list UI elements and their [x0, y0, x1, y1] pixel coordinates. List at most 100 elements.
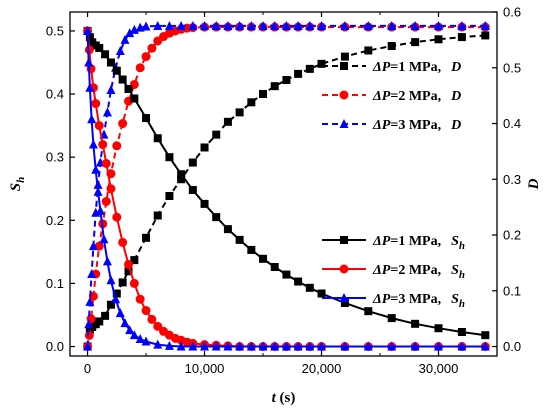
series-5-point	[115, 308, 125, 318]
series-0-point	[434, 35, 443, 44]
series-5-point	[281, 341, 291, 351]
series-0-point	[340, 52, 349, 61]
series-3-point	[259, 254, 268, 263]
series-2-point	[293, 20, 303, 30]
legend-marker	[340, 236, 348, 244]
series-5-point	[85, 82, 95, 92]
series-5-point	[106, 275, 116, 285]
series-5-point	[88, 139, 98, 149]
series-5-point	[363, 341, 373, 351]
series-4-point	[94, 121, 104, 131]
series-5-point	[111, 294, 121, 304]
series-1-point	[112, 141, 122, 151]
series-5-point	[95, 205, 105, 215]
series-0-point	[457, 33, 466, 42]
series-4-point	[141, 306, 151, 316]
series-3-point	[481, 331, 490, 340]
series-2-point	[281, 20, 291, 30]
series-0-point	[223, 117, 232, 126]
series-0	[83, 31, 490, 351]
series-3-point	[434, 324, 443, 333]
series-0-point	[259, 89, 268, 98]
legend-bottom-right: ΔP=1 MPa, Sh ΔP=2 MPa, Sh ΔP=3 MPa, Sh	[322, 234, 465, 310]
series-4-point	[118, 237, 128, 247]
series-5-point	[270, 341, 280, 351]
series-2-point	[200, 20, 210, 30]
legend-label: ΔP=3 MPa, D	[372, 118, 461, 133]
series-5-point	[258, 341, 268, 351]
series-0-point	[95, 317, 104, 326]
y-left-tick-label: 0.3	[46, 150, 64, 165]
series-2-point	[120, 34, 130, 44]
series-2-point	[305, 20, 315, 30]
series-3-point	[340, 298, 349, 307]
series-0-point	[200, 143, 209, 152]
series-2-point	[106, 85, 116, 95]
series-2-point	[88, 241, 98, 251]
legend-item: ΔP=1 MPa, D	[322, 60, 461, 75]
series-3-point	[188, 185, 197, 194]
series-3-point	[85, 33, 94, 42]
series-2-point	[246, 20, 256, 30]
y-right-tick-label: 0.1	[503, 283, 521, 298]
series-4-point	[98, 140, 108, 150]
series-5-point	[83, 25, 93, 35]
y-right-tick-label: 0.2	[503, 228, 521, 243]
series-5-point	[120, 318, 130, 328]
series-1-point	[118, 119, 128, 129]
series-3-point	[457, 328, 466, 337]
series-0-point	[142, 233, 151, 242]
series-2-point	[102, 107, 112, 117]
series-5-point	[87, 114, 97, 124]
series-0-point	[247, 98, 256, 107]
series-0-point	[294, 69, 303, 78]
legend-label: ΔP=3 MPa, Sh	[372, 292, 465, 310]
legend-item: ΔP=2 MPa, D	[322, 89, 461, 104]
x-axis-title-var: t	[272, 390, 277, 406]
series-4-point	[112, 212, 122, 222]
series-5-point	[305, 341, 315, 351]
series-5-point	[129, 330, 139, 340]
legend-label: ΔP=2 MPa, D	[372, 89, 461, 104]
series-2-point	[141, 21, 151, 31]
series-3-point	[364, 307, 373, 316]
series-2-point	[434, 20, 444, 30]
ticks-layer: 0 10,000 20,000 30,000 0.0 0.1 0.2 0.3 0.4 0.5 0.0…	[46, 5, 521, 377]
series-5-point	[135, 333, 145, 343]
series-0-point	[165, 191, 174, 200]
series-0-point	[270, 82, 279, 91]
series-0-point	[112, 289, 121, 298]
series-2-point	[87, 269, 97, 279]
series-4-point	[153, 321, 163, 331]
series-5-point	[176, 341, 186, 351]
series-2-point	[84, 319, 94, 329]
series-4-point	[129, 278, 139, 288]
y-left-tick-label: 0.1	[46, 276, 64, 291]
series-5-point	[235, 341, 245, 351]
legend-label: ΔP=1 MPa, Sh	[372, 234, 465, 252]
legend-marker	[340, 62, 348, 70]
series-2-point	[480, 20, 490, 30]
series-0-point	[411, 38, 420, 47]
series-3-point	[200, 199, 209, 208]
series-2-point	[223, 20, 233, 30]
x-axis-title: t (s)	[272, 390, 296, 406]
series-5	[83, 25, 490, 351]
series-3-point	[411, 319, 420, 328]
series-3-point	[387, 314, 396, 323]
series-0-line	[86, 34, 486, 347]
series-3-point	[130, 94, 139, 103]
series-4-point	[123, 259, 133, 269]
series-5-point	[293, 341, 303, 351]
series-4-point	[84, 45, 94, 55]
series-4-point	[147, 314, 157, 324]
series-2-point	[85, 296, 95, 306]
series-5-point	[99, 234, 109, 244]
series-3-point	[223, 225, 232, 234]
series-3-point	[282, 270, 291, 279]
series-2-point	[457, 20, 467, 30]
series-3-point	[118, 75, 127, 84]
series-5-point	[141, 336, 151, 346]
series-2-point	[317, 20, 327, 30]
